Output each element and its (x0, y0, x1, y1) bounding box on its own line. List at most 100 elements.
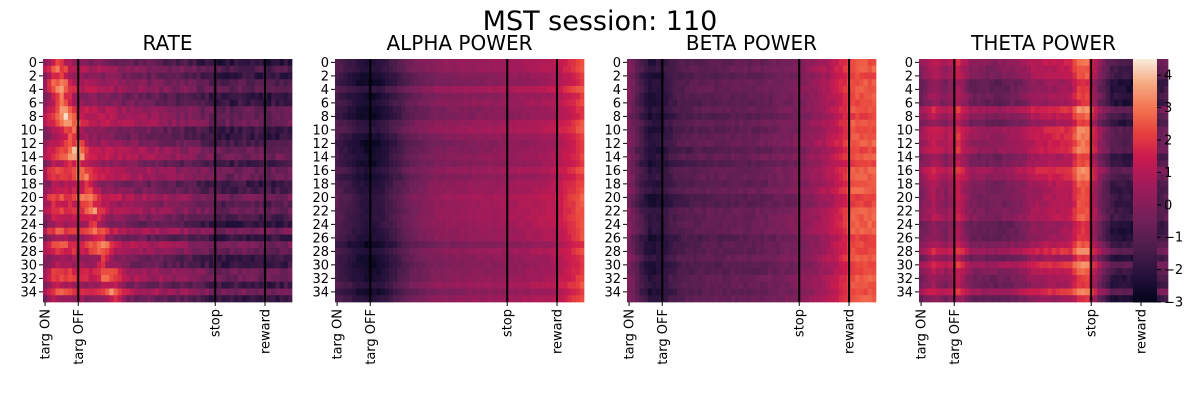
heatmap-cell (209, 200, 214, 208)
heatmap-cell (393, 59, 398, 67)
heatmap-cell (438, 106, 444, 114)
heatmap-cell (105, 288, 110, 296)
heatmap-cell (271, 275, 276, 283)
heatmap-cell (335, 153, 340, 161)
heatmap-cell (258, 92, 264, 100)
heatmap-cell (175, 99, 181, 107)
heatmap-cell (59, 99, 65, 107)
heatmap-cell (155, 119, 160, 127)
heatmap-cell (287, 288, 293, 296)
heatmap-cell (200, 113, 206, 121)
heatmap-cell (484, 180, 489, 188)
heatmap-cell (567, 295, 572, 303)
heatmap-cell (525, 187, 531, 195)
heatmap-cell (254, 65, 260, 73)
heatmap-cell (351, 133, 357, 141)
heatmap-cell (463, 241, 469, 249)
heatmap-cell (343, 187, 348, 195)
heatmap-cell (347, 113, 352, 121)
heatmap-cell (130, 227, 135, 235)
heatmap-cell (422, 295, 427, 303)
heatmap-cell (571, 160, 577, 168)
heatmap-cell (364, 234, 369, 242)
heatmap-cell (751, 72, 756, 80)
heatmap-cell (484, 234, 489, 242)
heatmap-cell (447, 140, 452, 148)
heatmap-cell (635, 119, 640, 127)
heatmap-cell (426, 113, 431, 121)
heatmap-cell (434, 79, 440, 87)
heatmap-cell (217, 227, 222, 235)
heatmap-cell (525, 180, 531, 188)
heatmap-cells (335, 59, 585, 303)
heatmap-cell (339, 92, 344, 100)
heatmap-cell (451, 65, 456, 73)
heatmap-cell (413, 241, 419, 249)
heatmap-cell (184, 281, 189, 289)
heatmap-cell (130, 160, 135, 168)
heatmap-cell (463, 261, 469, 269)
heatmap-cell (88, 167, 94, 175)
heatmap-cell (196, 234, 202, 242)
heatmap-cell (254, 133, 260, 141)
heatmap-cell (409, 79, 415, 87)
heatmap-cell (109, 241, 114, 249)
heatmap-cell (418, 99, 423, 107)
heatmap-cell (101, 126, 106, 134)
heatmap-cell (384, 200, 390, 208)
heatmap-cell (155, 241, 160, 249)
heatmap-cell (142, 119, 148, 127)
heatmap-cell (751, 92, 756, 100)
heatmap-cell (397, 207, 402, 215)
heatmap-cell (55, 214, 60, 222)
heatmap-cell (438, 221, 444, 229)
heatmap-cell (209, 92, 214, 100)
heatmap-cell (134, 59, 139, 67)
heatmap-cell (534, 173, 539, 181)
heatmap-cell (451, 241, 456, 249)
heatmap-cell (159, 254, 164, 262)
heatmap-cell (467, 113, 473, 121)
heatmap-cell (579, 180, 585, 188)
heatmap-cell (842, 86, 848, 94)
heatmap-cell (258, 99, 264, 107)
heatmap-cell (426, 187, 431, 195)
heatmap-cell (822, 79, 827, 87)
heatmap-cell (204, 92, 210, 100)
heatmap-cell (393, 140, 398, 148)
heatmap-cell (380, 92, 386, 100)
heatmap-cell (163, 261, 168, 269)
heatmap-cell (72, 99, 77, 107)
heatmap-cell (430, 146, 435, 154)
heatmap-cell (438, 133, 444, 141)
heatmap-cell (788, 79, 794, 87)
heatmap-cell (80, 59, 85, 67)
heatmap-cell (851, 92, 856, 100)
heatmap-cell (496, 160, 502, 168)
heatmap-cell (200, 106, 206, 114)
heatmap-cell (88, 106, 94, 114)
heatmap-cell (372, 214, 377, 222)
heatmap-cell (867, 86, 873, 94)
heatmap-cell (43, 140, 48, 148)
heatmap-cell (63, 113, 69, 121)
heatmap-cell (401, 153, 406, 161)
heatmap-cell (217, 214, 222, 222)
heatmap-cell (267, 268, 272, 276)
heatmap-cell (401, 187, 406, 195)
heatmap-cell (734, 113, 740, 121)
heatmap-cell (488, 248, 494, 256)
panel-title: ALPHA POWER (386, 31, 532, 55)
heatmap-cell (635, 79, 640, 87)
heatmap-cell (471, 288, 477, 296)
heatmap-cell (250, 221, 255, 229)
heatmap-cell (126, 106, 131, 114)
heatmap-cell (525, 153, 531, 161)
heatmap-cell (275, 86, 280, 94)
heatmap-cell (546, 113, 552, 121)
heatmap-cell (117, 126, 123, 134)
heatmap-cell (422, 59, 427, 67)
heatmap-cell (643, 59, 649, 67)
heatmap-cell (175, 268, 181, 276)
heatmap-cell (250, 133, 255, 141)
